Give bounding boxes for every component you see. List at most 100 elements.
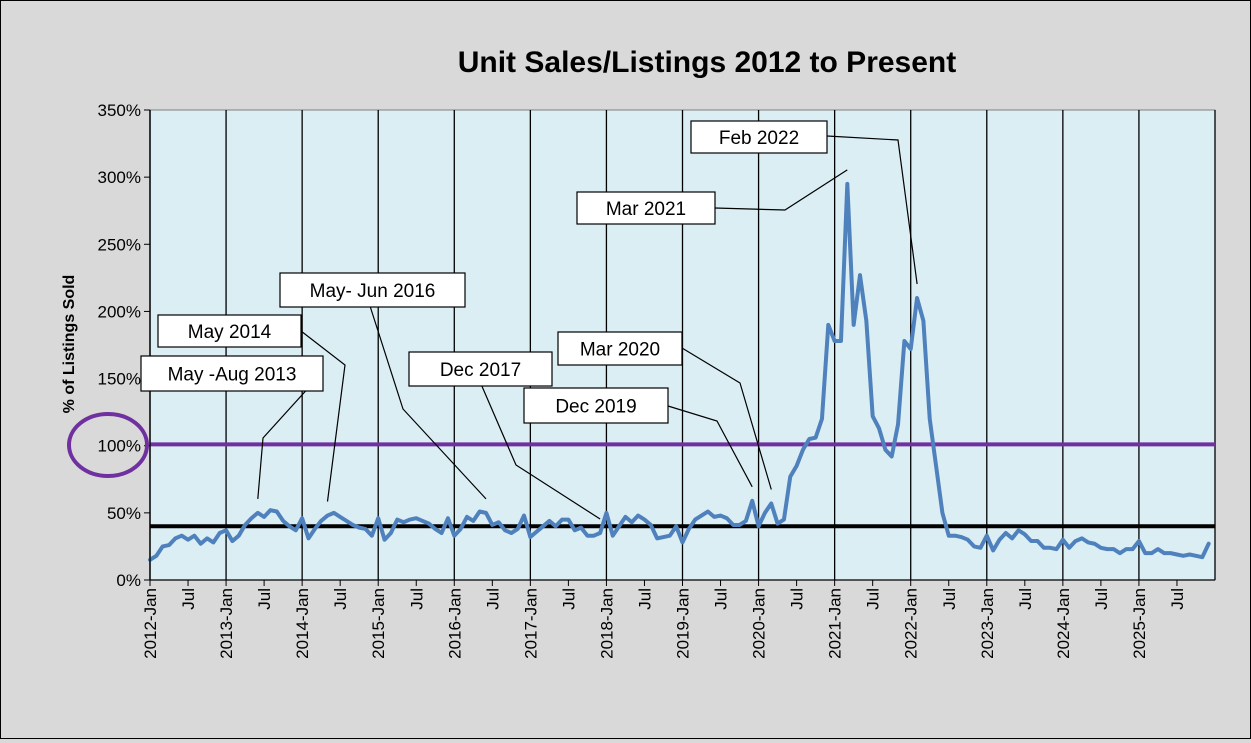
data-point xyxy=(503,529,507,532)
x-tick-label: Jul xyxy=(712,588,731,610)
x-tick-label: 2021-Jan xyxy=(826,588,845,659)
data-point xyxy=(269,508,272,512)
data-point xyxy=(1036,539,1039,543)
data-point xyxy=(896,423,900,426)
data-point xyxy=(636,514,640,517)
annotation-label: Mar 2021 xyxy=(606,199,686,220)
x-tick-label: 2024-Jan xyxy=(1054,588,1073,659)
data-point xyxy=(820,417,824,421)
x-tick-label: 2017-Jan xyxy=(521,588,540,659)
data-point xyxy=(770,502,773,505)
x-tick-label: Jul xyxy=(635,588,654,610)
data-point xyxy=(934,464,938,468)
data-point xyxy=(370,534,374,537)
x-tick-label: Jul xyxy=(483,588,502,610)
data-point xyxy=(275,510,278,513)
data-point xyxy=(598,531,602,535)
data-point xyxy=(174,537,177,540)
data-point xyxy=(307,537,310,540)
data-point xyxy=(541,525,545,528)
data-point xyxy=(212,541,215,544)
chart-title: Unit Sales/Listings 2012 to Present xyxy=(458,46,957,79)
data-point xyxy=(668,534,672,537)
data-point xyxy=(1087,541,1090,544)
data-point xyxy=(351,523,355,527)
x-tick-label: Jul xyxy=(864,588,883,610)
x-tick-label: 2015-Jan xyxy=(369,588,388,659)
annotation-leader xyxy=(369,305,487,500)
data-point xyxy=(1080,537,1084,540)
data-point xyxy=(472,519,475,523)
annotation-leader xyxy=(681,347,772,490)
data-point xyxy=(1137,539,1141,543)
data-point xyxy=(250,517,253,520)
data-point xyxy=(915,296,919,300)
data-point xyxy=(1061,538,1065,541)
data-point xyxy=(719,514,722,517)
data-point xyxy=(674,525,678,528)
data-point xyxy=(522,514,526,517)
data-point xyxy=(491,523,494,527)
x-tick-label: 2016-Jan xyxy=(445,588,464,659)
data-point xyxy=(1023,533,1027,536)
data-point xyxy=(700,514,703,517)
data-point xyxy=(1118,551,1122,555)
data-point xyxy=(364,527,367,531)
data-point xyxy=(586,534,589,537)
data-point xyxy=(224,529,228,532)
data-point xyxy=(554,525,557,528)
data-point xyxy=(237,534,240,537)
data-point xyxy=(991,549,995,552)
data-point xyxy=(801,448,805,451)
data-point xyxy=(573,529,576,532)
data-point xyxy=(757,525,760,528)
data-point xyxy=(903,339,906,343)
y-tick-label: 0% xyxy=(116,571,141,590)
data-point xyxy=(446,517,450,520)
data-point xyxy=(510,531,513,535)
data-point xyxy=(186,538,190,541)
data-point xyxy=(218,531,221,535)
data-point xyxy=(605,511,608,515)
x-tick-label: Jul xyxy=(940,588,959,610)
data-point xyxy=(421,519,424,523)
annotation-box xyxy=(157,314,302,348)
data-point xyxy=(326,514,329,517)
data-point xyxy=(687,527,691,531)
data-point xyxy=(966,538,969,541)
data-point xyxy=(985,534,988,537)
data-point xyxy=(161,545,164,548)
data-point xyxy=(1125,547,1128,551)
data-point xyxy=(941,511,944,515)
data-point xyxy=(827,323,830,327)
x-tick-label: 2023-Jan xyxy=(978,588,997,659)
data-point xyxy=(1106,547,1109,551)
data-point xyxy=(288,525,291,528)
data-point xyxy=(846,182,849,186)
data-point xyxy=(180,534,183,537)
data-point xyxy=(453,534,456,537)
data-point xyxy=(205,537,209,540)
data-point xyxy=(300,517,304,520)
data-point xyxy=(953,534,957,537)
data-point xyxy=(415,517,418,520)
data-point xyxy=(465,515,469,519)
data-point xyxy=(377,517,380,520)
data-point xyxy=(1010,537,1014,540)
y-tick-label: 50% xyxy=(107,504,141,523)
annotation-label: Dec 2019 xyxy=(555,397,636,418)
data-point xyxy=(1188,553,1191,556)
x-tick-label: 2013-Jan xyxy=(217,588,236,659)
data-point xyxy=(725,517,729,520)
annotation-label: Mar 2020 xyxy=(580,340,660,361)
data-point xyxy=(1099,546,1103,549)
annotation-box xyxy=(523,387,669,424)
annotation-box xyxy=(279,272,466,308)
data-point xyxy=(1042,546,1046,549)
annotation-box xyxy=(576,191,716,225)
annotation-leader xyxy=(826,135,918,285)
x-tick-label: Jul xyxy=(1092,588,1111,610)
data-point xyxy=(592,534,595,537)
x-tick-label: Jul xyxy=(331,588,350,610)
data-point xyxy=(928,417,931,421)
